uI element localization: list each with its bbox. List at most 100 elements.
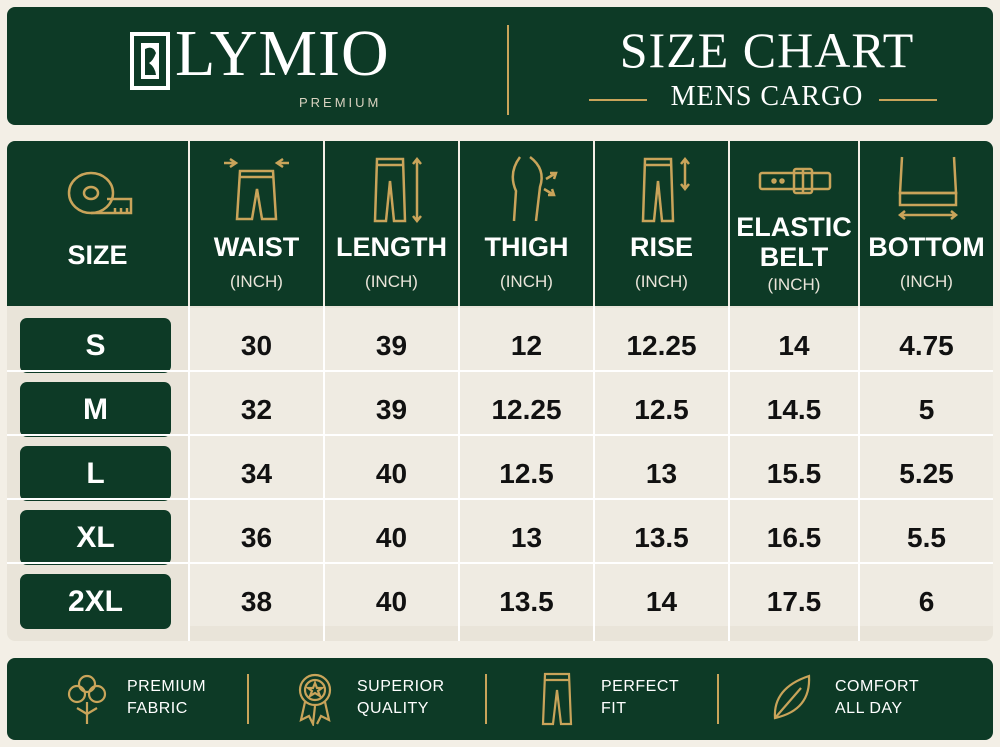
table-cell: 15.5 — [766, 458, 822, 489]
table-cell: 13 — [510, 522, 543, 553]
table-cell: 13.5 — [499, 586, 554, 617]
column-label: ELASTIC BELT — [736, 212, 852, 272]
size-label: S — [20, 318, 171, 373]
header-separator — [728, 141, 730, 306]
table-cell: 30 — [240, 330, 273, 361]
table-cell: 14.5 — [766, 394, 822, 425]
quality-badge-icon — [298, 673, 332, 726]
column-divider — [458, 306, 460, 641]
row-divider — [7, 562, 993, 564]
column-unit: (INCH) — [230, 272, 283, 291]
header-separator — [858, 141, 860, 306]
table-cell: 17.5 — [766, 586, 822, 617]
column-label: RISE — [629, 232, 694, 262]
table-cell: 12.5 — [499, 458, 554, 489]
feature-comfort-all-day: COMFORT ALL DAY — [835, 676, 919, 720]
table-cell: 39 — [375, 394, 408, 425]
row-divider — [7, 370, 993, 372]
table-cell: 40 — [375, 586, 408, 617]
column-unit: (INCH) — [365, 272, 418, 291]
waist-icon — [224, 157, 289, 221]
trousers-icon — [541, 672, 573, 726]
table-cell: 13.5 — [634, 522, 689, 553]
features-footer: PREMIUM FABRIC SUPERIOR QUALITY PERFECT … — [7, 658, 993, 740]
column-header-rise: RISE (INCH) — [595, 141, 728, 306]
feature-line: ALL DAY — [835, 700, 903, 717]
table-cell: 39 — [375, 330, 408, 361]
header-separator — [593, 141, 595, 306]
column-unit: (INCH) — [767, 275, 821, 294]
feature-line: QUALITY — [357, 700, 429, 717]
table-cell: 14 — [645, 586, 678, 617]
feature-line: COMFORT — [835, 678, 920, 695]
row-divider — [7, 434, 993, 436]
header-separator — [458, 141, 460, 306]
table-cell: 32 — [240, 394, 273, 425]
bottom-icon — [897, 156, 959, 220]
table-cell: 40 — [375, 522, 408, 553]
feature-separator — [247, 674, 249, 724]
table-header-row: SIZE WAIST (INCH) — [7, 141, 993, 306]
table-cell: 12.5 — [634, 394, 689, 425]
size-label: L — [20, 446, 171, 501]
header-banner: LYMIO PREMIUM SIZE CHART MENS CARGO — [7, 7, 993, 125]
column-divider — [728, 306, 730, 641]
feature-line: PERFECT — [601, 678, 680, 695]
feature-line: PREMIUM — [127, 678, 207, 695]
table-cell: 14 — [778, 330, 810, 361]
feature-perfect-fit: PERFECT FIT — [601, 676, 679, 720]
table-cell: 12.25 — [626, 330, 697, 361]
feature-premium-fabric: PREMIUM FABRIC — [127, 676, 206, 720]
table-cell: 5.5 — [907, 522, 946, 553]
column-header-bottom: BOTTOM (INCH) — [860, 141, 993, 306]
belt-icon — [758, 167, 832, 195]
table-cell: 36 — [240, 522, 273, 553]
column-label: LENGTH — [336, 232, 447, 262]
table-cell: 12 — [510, 330, 543, 361]
subtitle-rule-left — [589, 99, 647, 101]
column-divider — [323, 306, 325, 641]
column-unit: (INCH) — [635, 272, 688, 291]
column-label: THIGH — [484, 232, 569, 262]
table-cell: 34 — [240, 458, 273, 489]
rise-icon — [641, 156, 690, 223]
size-label: 2XL — [20, 574, 171, 629]
table-cell: 38 — [240, 586, 273, 617]
column-divider — [593, 306, 595, 641]
length-icon — [373, 156, 422, 223]
column-header-elastic-belt: ELASTIC BELT (INCH) — [730, 141, 858, 306]
column-divider — [858, 306, 860, 641]
chart-title: SIZE CHART — [619, 22, 915, 78]
feature-line: SUPERIOR — [357, 678, 445, 695]
brand-name: LYMIO — [175, 17, 390, 90]
size-table: SIZE WAIST (INCH) — [7, 141, 993, 641]
column-unit: (INCH) — [500, 272, 553, 291]
table-cell: 6 — [918, 586, 935, 617]
column-header-thigh: THIGH (INCH) — [460, 141, 593, 306]
header-divider — [507, 25, 509, 115]
subtitle-rule-right — [879, 99, 937, 101]
feature-line: FIT — [601, 700, 627, 717]
feature-separator — [717, 674, 719, 724]
row-divider — [7, 498, 993, 500]
feature-separator — [485, 674, 487, 724]
column-label: WAIST — [213, 232, 300, 262]
column-header-size: SIZE — [7, 141, 188, 306]
size-label: XL — [20, 510, 171, 565]
table-cell: 16.5 — [766, 522, 822, 553]
table-cell: 5.25 — [899, 458, 954, 489]
cotton-icon — [67, 674, 107, 724]
column-header-length: LENGTH (INCH) — [325, 141, 458, 306]
table-cell: 4.75 — [899, 330, 954, 361]
thigh-icon — [511, 156, 558, 222]
column-divider — [188, 306, 190, 641]
chart-subtitle: MENS CARGO — [670, 81, 864, 112]
brand-tagline: PREMIUM — [299, 95, 382, 110]
logo-icon — [130, 32, 170, 90]
leaf-icon — [773, 674, 811, 720]
column-label: SIZE — [67, 240, 128, 270]
column-header-waist: WAIST (INCH) — [190, 141, 323, 306]
header-separator — [323, 141, 325, 306]
table-cell: 12.25 — [491, 394, 562, 425]
column-label: BOTTOM — [868, 232, 985, 262]
